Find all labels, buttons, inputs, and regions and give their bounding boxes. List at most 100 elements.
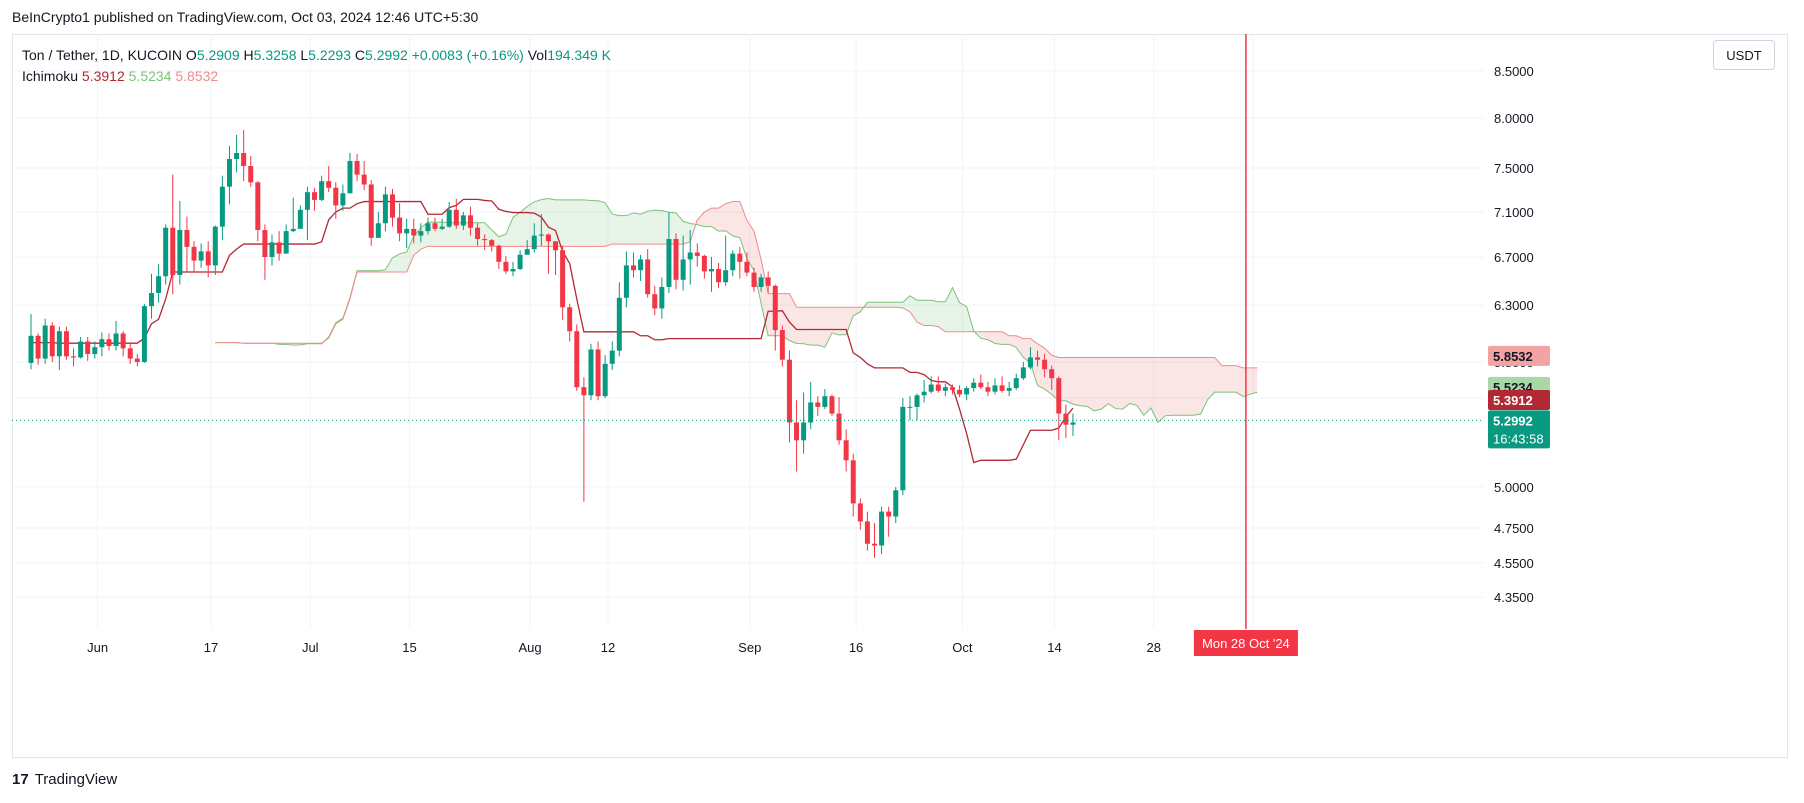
ichimoku-cloud-segment xyxy=(817,307,825,348)
candle-body xyxy=(78,341,84,358)
ichimoku-cloud-segment xyxy=(1179,357,1187,416)
span-a-value: 5.5234 xyxy=(128,68,172,84)
ichimoku-cloud-segment xyxy=(1186,357,1194,416)
candle-body xyxy=(794,422,800,441)
currency-button[interactable]: USDT xyxy=(1713,40,1775,70)
candle-body xyxy=(411,228,417,236)
ichimoku-cloud-segment xyxy=(633,212,641,245)
ichimoku-cloud-segment xyxy=(1207,357,1215,400)
ichimoku-cloud-segment xyxy=(902,295,910,312)
current-price-tag: 5.2992 xyxy=(1493,413,1533,428)
ichimoku-cloud-segment xyxy=(746,220,754,271)
candle-body xyxy=(361,174,367,185)
candle-body xyxy=(524,249,530,255)
candle-body xyxy=(900,406,906,491)
candle-body xyxy=(205,251,211,266)
candle-body xyxy=(1013,378,1019,389)
candle-body xyxy=(56,331,62,357)
change-value: +0.0083 (+0.16%) xyxy=(411,47,524,63)
ichimoku-cloud-segment xyxy=(938,301,946,332)
ichimoku-cloud-segment xyxy=(562,199,570,247)
candle-body xyxy=(893,490,899,517)
ichimoku-cloud-segment xyxy=(1158,357,1166,423)
span-b-tag: 5.8532 xyxy=(1493,349,1533,364)
candle-body xyxy=(638,259,644,271)
x-tick-label: Jul xyxy=(302,640,319,655)
candle-body xyxy=(1063,413,1069,425)
candle-body xyxy=(248,166,254,183)
candle-body xyxy=(148,293,154,307)
x-tick-label: 17 xyxy=(204,640,218,655)
open-label: O xyxy=(185,47,197,63)
candle-body xyxy=(673,239,679,280)
candle-body xyxy=(574,331,580,388)
candle-body xyxy=(99,339,105,348)
ichimoku-cloud-segment xyxy=(1172,357,1180,416)
candle-body xyxy=(857,503,863,522)
ichimoku-cloud-segment xyxy=(576,199,584,247)
candle-body xyxy=(836,413,842,441)
ichimoku-cloud-segment xyxy=(661,210,669,245)
ichimoku-cloud-segment xyxy=(654,210,662,245)
candle-body xyxy=(255,182,261,230)
candle-body xyxy=(375,223,381,238)
ichimoku-cloud-segment xyxy=(548,198,556,247)
candle-body xyxy=(368,184,374,238)
symbol-label[interactable]: Ton / Tether, 1D, KUCOIN xyxy=(22,47,183,63)
publisher-line: BeInCrypto1 published on TradingView.com… xyxy=(12,9,479,25)
candle-body xyxy=(404,228,410,234)
candle-body xyxy=(531,235,537,250)
candle-body xyxy=(71,356,77,358)
ichimoku-cloud-segment xyxy=(1129,357,1137,406)
candle-body xyxy=(290,228,296,232)
candle-body xyxy=(489,240,495,246)
candle-body xyxy=(234,153,240,159)
tradingview-logo-icon: 17 xyxy=(12,771,29,788)
candle-body xyxy=(779,330,785,360)
y-tick-label: 4.3500 xyxy=(1494,590,1534,605)
footer-brand: 17 TradingView xyxy=(12,771,117,788)
candle-body xyxy=(1042,359,1048,370)
ichimoku-cloud-segment xyxy=(796,307,804,344)
candle-body xyxy=(283,231,289,254)
candle-body xyxy=(978,382,984,388)
ichimoku-cloud-segment xyxy=(753,231,762,304)
candle-body xyxy=(92,347,98,355)
y-tick-label: 4.5500 xyxy=(1494,556,1534,571)
span-b-line xyxy=(215,201,1258,369)
ichimoku-cloud-segment xyxy=(626,212,634,245)
ichimoku-cloud-segment xyxy=(1009,335,1017,348)
ichimoku-cloud-segment xyxy=(1037,343,1045,389)
ichimoku-cloud-segment xyxy=(704,208,712,227)
brand-name: TradingView xyxy=(34,771,118,788)
indicator-name[interactable]: Ichimoku xyxy=(22,68,79,84)
y-tick-label: 5.0000 xyxy=(1494,480,1534,495)
ichimoku-cloud-segment xyxy=(1250,367,1258,395)
candle-body xyxy=(319,181,325,200)
ichimoku-cloud-segment xyxy=(824,307,832,348)
candle-body xyxy=(815,402,821,407)
ichimoku-cloud-segment xyxy=(612,213,620,245)
candle-body xyxy=(219,186,225,227)
volume-label: Vol xyxy=(527,47,548,63)
x-tick-label: Sep xyxy=(738,640,761,655)
y-tick-label: 8.5000 xyxy=(1494,64,1534,79)
candle-body xyxy=(850,460,856,504)
y-tick-label: 7.5000 xyxy=(1494,161,1534,176)
candle-body xyxy=(772,285,778,331)
ohlc-row: Ton / Tether, 1D, KUCOIN O5.2909 H5.3258… xyxy=(22,45,611,66)
x-tick-label: Aug xyxy=(518,640,541,655)
candle-body xyxy=(616,297,622,351)
candle-body xyxy=(630,265,636,271)
candle-body xyxy=(354,161,360,175)
ichimoku-cloud-segment xyxy=(718,203,726,232)
x-tick-label: 28 xyxy=(1147,640,1161,655)
ichimoku-cloud-segment xyxy=(569,199,577,247)
ichimoku-cloud-segment xyxy=(1221,365,1229,393)
candle-body xyxy=(475,227,481,239)
candle-body xyxy=(120,333,126,349)
ichimoku-cloud-segment xyxy=(498,234,506,247)
low-label: L xyxy=(300,47,309,63)
ichimoku-cloud-segment xyxy=(590,200,599,247)
